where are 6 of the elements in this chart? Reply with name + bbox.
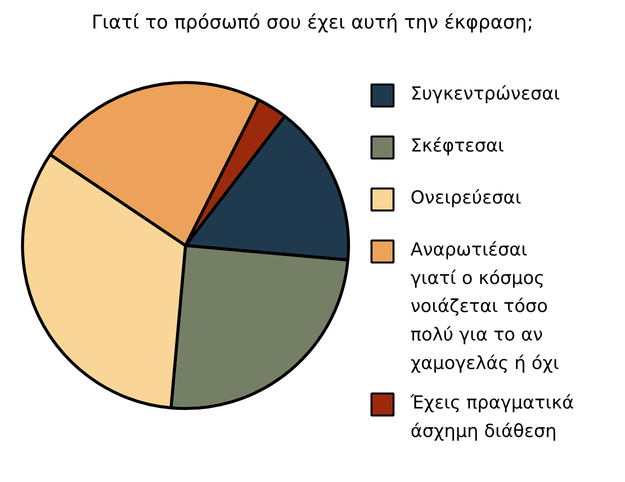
legend-label: Συγκεντρώνεσαι [410, 84, 560, 104]
chart-title: Γιατί το πρόσωπό σου έχει αυτή την έκφραση; [92, 12, 534, 34]
legend-label: Έχεις πραγματικά άσχημη διάθεση [410, 392, 574, 442]
legend-label: Αναρωτιέσαι γιατί ο κόσμος νοιάζεται τόσο πολύ για το αν χαμογελάς ή όχι [410, 240, 560, 374]
legend-label: Σκέφτεσαι [410, 136, 504, 156]
legend-label: Ονειρεύεσαι [410, 188, 522, 208]
